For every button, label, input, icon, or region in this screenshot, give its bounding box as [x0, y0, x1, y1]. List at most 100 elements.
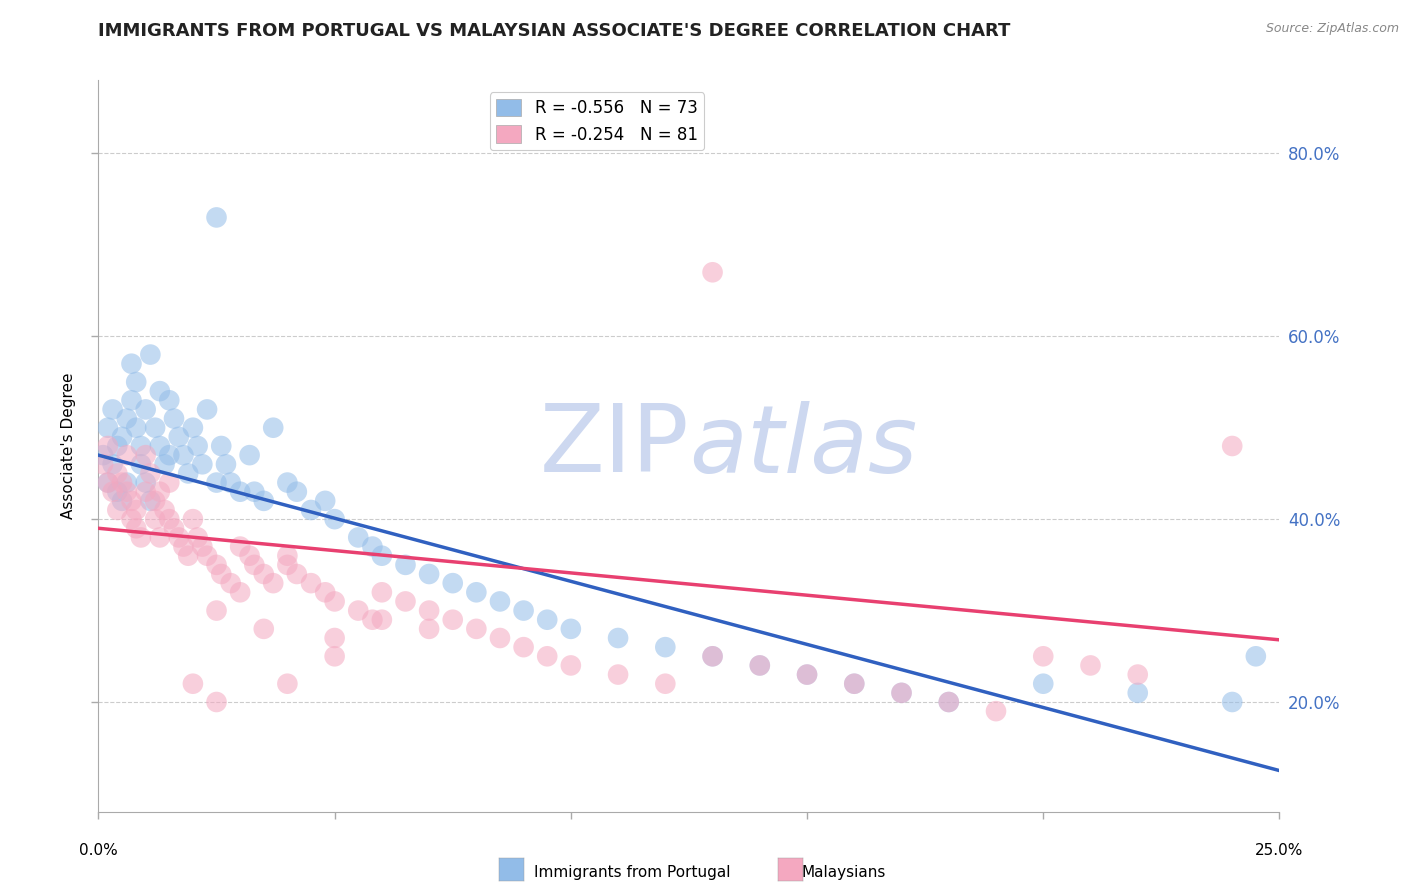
Point: [243, 484, 266, 499]
Point: [121, 494, 143, 508]
Point: [125, 521, 148, 535]
Point: [796, 667, 818, 681]
Point: [938, 695, 960, 709]
Point: [91, 457, 114, 471]
Text: Source: ZipAtlas.com: Source: ZipAtlas.com: [1265, 22, 1399, 36]
Point: [607, 631, 630, 645]
Point: [938, 695, 960, 709]
Point: [323, 594, 346, 608]
Point: [796, 667, 818, 681]
Point: [163, 521, 186, 535]
Point: [702, 649, 724, 664]
Point: [465, 622, 488, 636]
Point: [153, 503, 176, 517]
Point: [394, 594, 416, 608]
Point: [361, 540, 384, 554]
Point: [229, 540, 252, 554]
Point: [195, 402, 218, 417]
Point: [243, 558, 266, 572]
Point: [205, 475, 228, 490]
Point: [191, 540, 214, 554]
Point: [702, 265, 724, 279]
Point: [262, 421, 284, 435]
Point: [149, 530, 172, 544]
Point: [167, 430, 190, 444]
Point: [205, 558, 228, 572]
Point: [276, 558, 298, 572]
Point: [489, 594, 512, 608]
Text: 0.0%: 0.0%: [79, 843, 118, 858]
Point: [125, 503, 148, 517]
Point: [172, 448, 194, 462]
Point: [361, 613, 384, 627]
Point: [115, 484, 138, 499]
Point: [276, 676, 298, 690]
Point: [276, 475, 298, 490]
Point: [149, 384, 172, 398]
Point: [157, 393, 180, 408]
Point: [1032, 649, 1054, 664]
Point: [111, 430, 134, 444]
Point: [115, 448, 138, 462]
Point: [512, 603, 534, 617]
Point: [607, 667, 630, 681]
Point: [111, 475, 134, 490]
Point: [1032, 676, 1054, 690]
Text: atlas: atlas: [689, 401, 917, 491]
Point: [276, 549, 298, 563]
Point: [536, 649, 558, 664]
Text: IMMIGRANTS FROM PORTUGAL VS MALAYSIAN ASSOCIATE'S DEGREE CORRELATION CHART: IMMIGRANTS FROM PORTUGAL VS MALAYSIAN AS…: [98, 22, 1011, 40]
Point: [111, 494, 134, 508]
Text: Malaysians: Malaysians: [801, 865, 886, 880]
Point: [97, 439, 120, 453]
Point: [101, 484, 124, 499]
Point: [129, 530, 152, 544]
Text: Immigrants from Portugal: Immigrants from Portugal: [534, 865, 731, 880]
Point: [91, 448, 114, 462]
Point: [187, 439, 209, 453]
Point: [314, 494, 336, 508]
Point: [1080, 658, 1102, 673]
Point: [115, 411, 138, 425]
Point: [191, 457, 214, 471]
Point: [97, 475, 120, 490]
Point: [105, 484, 128, 499]
Point: [654, 640, 676, 655]
Point: [121, 357, 143, 371]
Y-axis label: Associate's Degree: Associate's Degree: [60, 373, 76, 519]
Point: [209, 439, 232, 453]
Point: [239, 448, 262, 462]
Point: [172, 540, 194, 554]
Point: [121, 393, 143, 408]
Point: [101, 457, 124, 471]
Point: [139, 348, 162, 362]
Point: [125, 375, 148, 389]
Legend: R = -0.556   N = 73, R = -0.254   N = 81: R = -0.556 N = 73, R = -0.254 N = 81: [489, 92, 704, 150]
Point: [121, 512, 143, 526]
Point: [844, 676, 866, 690]
Point: [347, 530, 370, 544]
Point: [560, 622, 582, 636]
Point: [394, 558, 416, 572]
Point: [536, 613, 558, 627]
Point: [229, 484, 252, 499]
Point: [512, 640, 534, 655]
Point: [157, 475, 180, 490]
Point: [143, 494, 166, 508]
Point: [105, 439, 128, 453]
Point: [135, 475, 157, 490]
Point: [702, 649, 724, 664]
Point: [181, 676, 204, 690]
Point: [135, 484, 157, 499]
Point: [371, 585, 394, 599]
Point: [1126, 686, 1149, 700]
Point: [219, 576, 242, 591]
Point: [323, 631, 346, 645]
Point: [285, 484, 308, 499]
Point: [347, 603, 370, 617]
Point: [157, 512, 180, 526]
Point: [135, 448, 157, 462]
Point: [748, 658, 770, 673]
Point: [177, 467, 200, 481]
Point: [285, 567, 308, 582]
